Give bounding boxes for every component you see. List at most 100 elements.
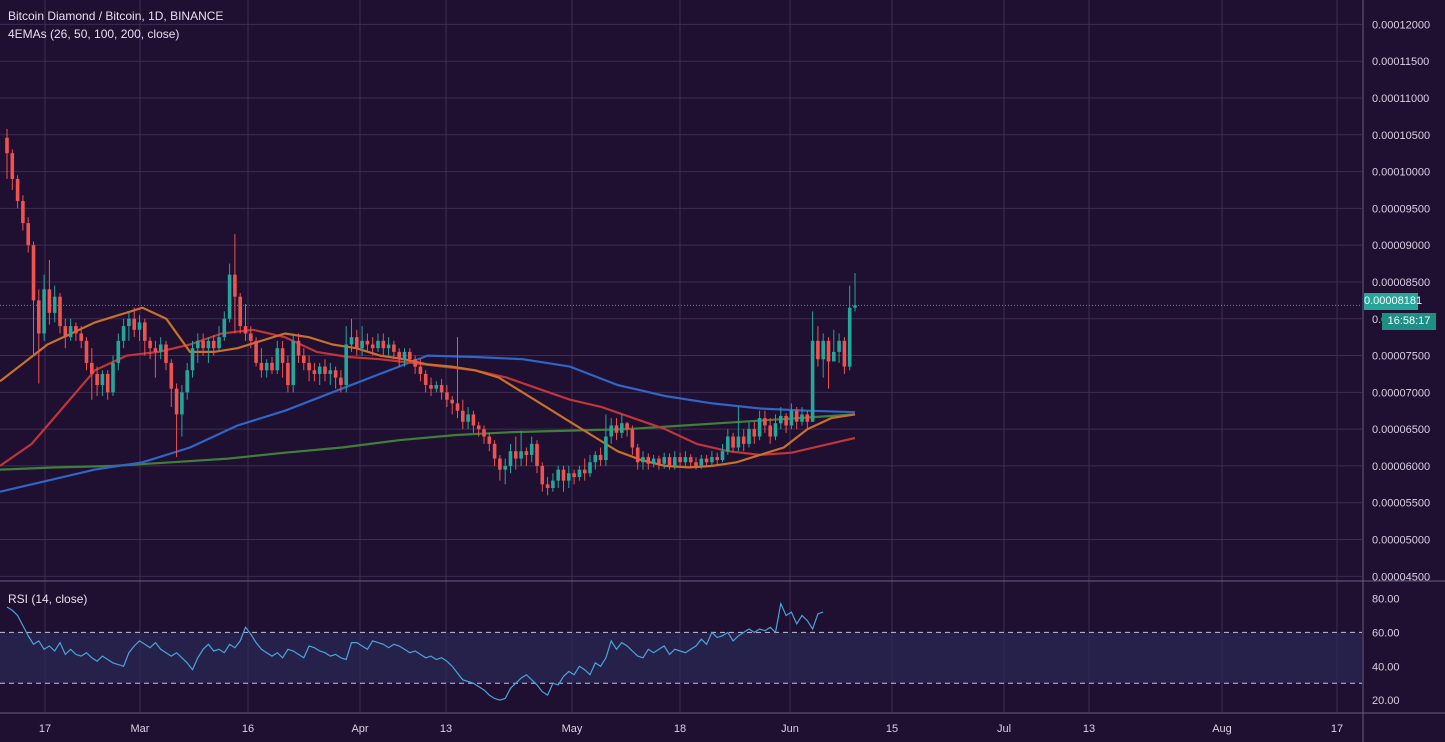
candle <box>789 403 794 430</box>
candle <box>132 307 136 338</box>
candle-body <box>461 410 465 422</box>
time-tick-label: 13 <box>1083 723 1095 735</box>
candle <box>837 333 841 363</box>
candle-body <box>254 340 258 363</box>
candle <box>757 410 762 441</box>
candle-body <box>662 457 666 464</box>
candle-body <box>397 351 401 360</box>
candle-body <box>365 340 370 345</box>
candle <box>100 370 105 397</box>
candle-body <box>794 410 799 422</box>
candle <box>720 443 725 463</box>
candle <box>238 293 242 334</box>
candle-body <box>837 340 841 352</box>
candle <box>731 432 735 453</box>
candle-body <box>270 362 274 371</box>
candle <box>90 348 94 400</box>
candle <box>800 407 804 426</box>
bar-countdown-badge: 16:58:17 <box>1382 313 1436 330</box>
candle <box>164 340 168 371</box>
candle-body <box>614 425 619 433</box>
candle-body <box>286 362 290 385</box>
candle <box>355 329 359 356</box>
candle <box>317 362 322 385</box>
candle <box>158 337 163 360</box>
candle-body <box>810 340 815 422</box>
candle <box>74 322 78 341</box>
candle-body <box>121 326 126 341</box>
candle <box>604 414 608 466</box>
price-tick-label: 0.00004500 <box>1372 571 1430 583</box>
price-tick-label: 0.00012000 <box>1372 19 1430 31</box>
candle-body <box>434 384 439 389</box>
candle-body <box>312 370 317 374</box>
candle-body <box>588 462 592 474</box>
candle <box>47 259 52 325</box>
time-tick-label: Jun <box>781 723 799 735</box>
candle-body <box>26 223 30 246</box>
candle-body <box>821 340 825 360</box>
candle <box>413 355 417 374</box>
candle-body <box>376 340 380 349</box>
candle-body <box>105 373 110 393</box>
candle-body <box>174 388 179 415</box>
candle-body <box>620 423 624 433</box>
price-tick-label: 0.00005000 <box>1372 535 1430 547</box>
candle <box>535 440 539 474</box>
candle-body <box>201 340 205 349</box>
candle <box>588 454 592 477</box>
candle <box>376 333 380 352</box>
candle-body <box>339 377 343 385</box>
candle-body <box>79 333 83 341</box>
candle-body <box>148 340 152 349</box>
candle-body <box>598 454 603 461</box>
candle-body <box>651 458 656 464</box>
candle <box>503 458 507 485</box>
candle <box>84 337 89 371</box>
candle <box>710 451 714 466</box>
candle <box>360 326 364 356</box>
candle <box>196 333 200 363</box>
candle <box>466 407 470 430</box>
candle-body <box>471 414 476 426</box>
candle <box>95 366 99 397</box>
candle-body <box>68 326 73 338</box>
candle <box>445 384 449 408</box>
candle-body <box>206 340 211 349</box>
candle <box>206 337 211 363</box>
candle-body <box>604 436 608 461</box>
candle-body <box>47 289 52 313</box>
ema200-line <box>0 413 856 471</box>
candle-body <box>42 289 46 334</box>
candle-body <box>773 423 778 437</box>
time-tick-label: Apr <box>351 723 368 735</box>
candle <box>280 340 285 378</box>
candle-body <box>832 351 836 362</box>
candle-body <box>333 370 338 378</box>
candle-body <box>482 429 486 437</box>
candle <box>63 318 68 349</box>
candle <box>524 447 529 466</box>
candle <box>551 473 555 492</box>
candle <box>370 337 375 356</box>
candle-body <box>768 425 772 437</box>
price-tick-label: 0.00009000 <box>1372 240 1430 252</box>
candle <box>21 195 25 231</box>
candle <box>630 425 635 455</box>
candle <box>423 370 428 393</box>
candle <box>805 410 810 430</box>
candle-body <box>439 384 444 393</box>
candles[interactable] <box>5 128 857 496</box>
candle <box>662 452 666 469</box>
candle <box>291 333 295 393</box>
candle-body <box>540 465 545 485</box>
candle-body <box>561 469 566 481</box>
candle <box>392 340 396 360</box>
candle-body <box>100 373 105 385</box>
rsi-tick-label: 20.00 <box>1372 695 1400 707</box>
time-tick-label: 18 <box>674 723 686 735</box>
candle-body <box>646 457 651 464</box>
candle <box>779 407 783 430</box>
candle <box>259 348 264 378</box>
